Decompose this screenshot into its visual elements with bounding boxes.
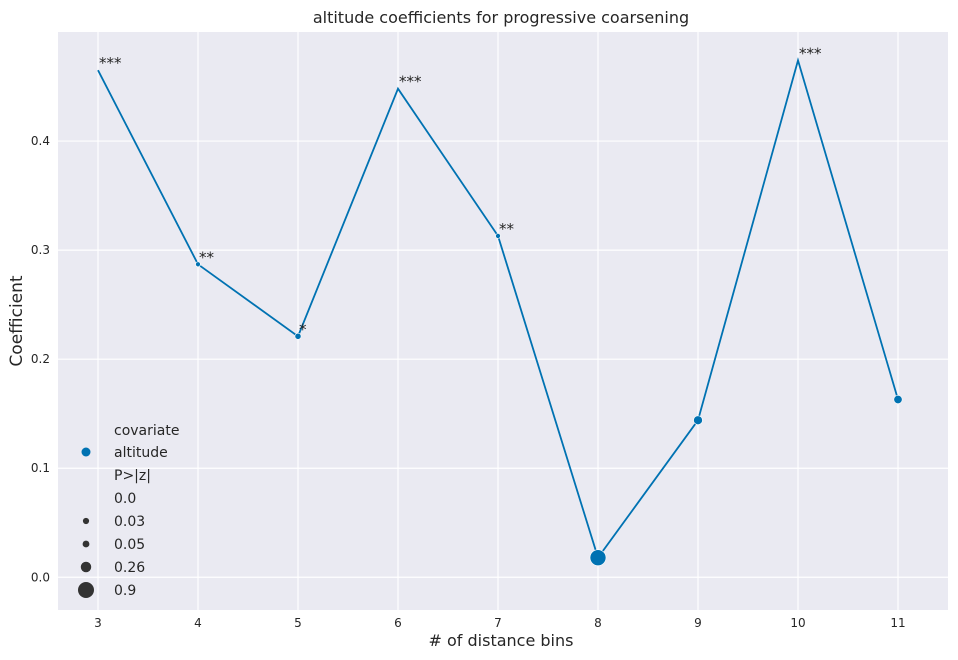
legend-size-label: 0.9: [114, 583, 136, 599]
y-tick-label: 0.0: [31, 570, 50, 584]
legend-altitude-marker: [81, 447, 91, 457]
legend-size-label: 0.26: [114, 560, 145, 576]
x-tick-labels: 3 4 5 6 7 8 9 10 11: [94, 616, 905, 630]
legend-hue-title: covariate: [114, 423, 179, 439]
x-tick-label: 11: [890, 616, 905, 630]
chart-title: altitude coefficients for progressive co…: [313, 8, 689, 27]
data-point: [893, 395, 903, 405]
plot-background: [58, 32, 948, 610]
y-tick-label: 0.2: [31, 352, 50, 366]
x-tick-label: 10: [790, 616, 805, 630]
legend-size-entries: 0.0 0.03 0.05 0.26 0.9: [78, 491, 145, 599]
legend-size-label: 0.03: [114, 514, 145, 530]
legend-size-label: 0.05: [114, 537, 145, 553]
significance-label: *: [299, 320, 307, 338]
data-point: [195, 261, 201, 268]
data-point: [294, 332, 302, 340]
legend: covariate altitude P>|z| 0.0 0.03 0.05 0.26…: [78, 423, 179, 599]
legend-size-title: P>|z|: [114, 468, 151, 484]
y-tick-label: 0.4: [31, 134, 50, 148]
legend-size-marker: [82, 540, 90, 548]
significance-label: ***: [799, 44, 822, 62]
y-tick-label: 0.3: [31, 243, 50, 257]
x-tick-label: 9: [694, 616, 702, 630]
significance-label: **: [199, 248, 215, 266]
legend-size-marker: [78, 582, 94, 598]
data-point: [495, 233, 501, 239]
significance-labels: **************: [99, 44, 822, 338]
y-tick-label: 0.1: [31, 461, 50, 475]
x-tick-label: 7: [494, 616, 502, 630]
x-tick-label: 4: [194, 616, 202, 630]
significance-label: ***: [399, 73, 422, 91]
x-tick-label: 3: [94, 616, 102, 630]
significance-label: ***: [99, 54, 122, 72]
significance-label: **: [499, 220, 515, 238]
gridlines: [58, 32, 948, 610]
legend-size-marker: [82, 517, 90, 525]
x-tick-label: 5: [294, 616, 302, 630]
data-point: [693, 415, 703, 425]
x-tick-label: 8: [594, 616, 602, 630]
x-tick-label: 6: [394, 616, 402, 630]
data-point: [589, 549, 607, 566]
y-axis-label: Coefficient: [7, 275, 27, 366]
legend-altitude-label: altitude: [114, 445, 168, 461]
x-axis-label: # of distance bins: [429, 631, 574, 650]
y-tick-labels: 0.0 0.1 0.2 0.3 0.4: [31, 134, 50, 584]
data-markers: [195, 233, 903, 566]
legend-size-marker: [80, 561, 92, 573]
legend-size-label: 0.0: [114, 491, 136, 507]
